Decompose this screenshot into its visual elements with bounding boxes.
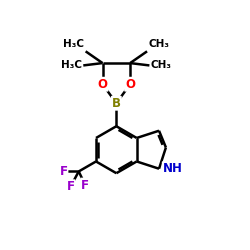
Text: CH₃: CH₃ bbox=[151, 60, 172, 70]
Text: CH₃: CH₃ bbox=[148, 39, 169, 49]
Text: O: O bbox=[98, 78, 108, 91]
Text: H₃C: H₃C bbox=[61, 60, 82, 70]
Text: H₃C: H₃C bbox=[64, 39, 84, 49]
Text: F: F bbox=[66, 180, 74, 193]
Text: B: B bbox=[112, 97, 121, 110]
Text: NH: NH bbox=[163, 162, 182, 175]
Text: O: O bbox=[125, 78, 135, 91]
Text: F: F bbox=[60, 165, 68, 178]
Text: F: F bbox=[81, 178, 89, 192]
